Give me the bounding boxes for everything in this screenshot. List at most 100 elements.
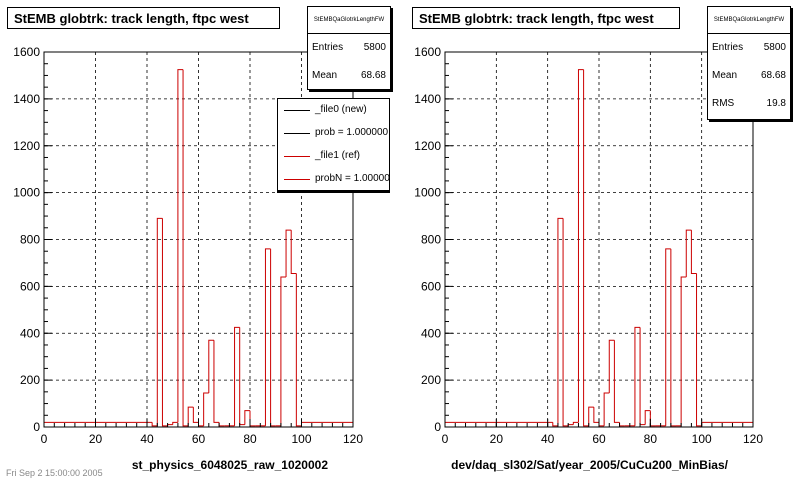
legend-swatch	[284, 133, 310, 134]
x-axis-title: st_physics_6048025_raw_1020002	[132, 458, 328, 472]
right-stats-rms-row: RMS 19.8	[708, 90, 790, 118]
histogram-bin	[280, 276, 287, 426]
x-tick-label: 80	[644, 432, 658, 446]
histogram-bin	[161, 218, 168, 427]
y-tick-label: 1000	[414, 186, 441, 200]
histogram-bin	[696, 273, 702, 427]
histogram-bin	[572, 421, 579, 425]
left-stats-name: StEMBQaGlotrkLengthFW	[308, 7, 390, 34]
y-tick-label: 1400	[13, 92, 40, 106]
left-chart-title-text: StEMB globtrk: track length, ftpc west	[14, 11, 249, 26]
x-tick-label: 60	[592, 432, 606, 446]
histogram-bin	[577, 69, 584, 423]
x-tick-label: 0	[41, 432, 48, 446]
y-tick-label: 1600	[414, 45, 441, 59]
histogram-bin	[567, 424, 574, 426]
histogram-bin	[264, 248, 271, 426]
histogram-bin	[172, 421, 178, 425]
x-tick-label: 120	[343, 432, 363, 446]
legend-entry: _file0 (new)	[278, 99, 389, 122]
histogram-bin	[608, 339, 615, 394]
legend-label: prob = 1.000000	[315, 127, 389, 138]
y-tick-label: 1400	[414, 92, 441, 106]
histogram-bin	[218, 422, 225, 427]
histogram-bin	[208, 339, 214, 394]
right-chart-title-text: StEMB globtrk: track length, ftpc west	[419, 11, 654, 26]
left-stats-mean: 68.68	[360, 70, 386, 81]
histogram-bin	[249, 410, 256, 427]
histogram-bin	[177, 69, 184, 423]
right-stats-entries-row: Entries 5800	[708, 34, 790, 62]
histogram-bin	[244, 410, 250, 425]
histogram-bin	[588, 406, 594, 426]
footer-timestamp: Fri Sep 2 15:00:00 2005	[6, 468, 103, 478]
histogram-bin	[665, 248, 671, 426]
y-tick-label: 1600	[13, 45, 40, 59]
x-tick-label: 20	[89, 432, 103, 446]
legend-swatch	[284, 156, 310, 157]
histogram-bin	[270, 248, 276, 427]
histogram-bin	[613, 340, 620, 423]
histogram-bin	[182, 69, 189, 427]
histogram-bin	[295, 273, 302, 427]
x-tick-label: 120	[743, 432, 763, 446]
histogram-bin	[213, 340, 220, 423]
histogram-bin	[239, 327, 245, 426]
legend-entry: _file1 (ref)	[278, 145, 389, 168]
y-tick-label: 200	[421, 373, 441, 387]
histogram-bin	[198, 422, 204, 427]
legend-entry: probN = 1.000000	[278, 168, 390, 190]
histogram-bin	[285, 229, 292, 277]
y-tick-label: 800	[421, 233, 441, 247]
left-histogram-pad: 0 20 40 60 80 100 120 0 200 400 600 800 1000 1200 1400…	[7, 6, 391, 472]
right-stats-entries: 5800	[763, 42, 786, 53]
y-tick-label: 600	[20, 279, 40, 293]
left-chart-title: StEMB globtrk: track length, ftpc west	[7, 7, 280, 29]
legend-entry: prob = 1.000000	[278, 122, 389, 145]
histogram-bin	[634, 326, 641, 426]
histogram-bin	[167, 424, 173, 426]
legend-swatch	[284, 179, 310, 180]
histogram-bin	[151, 422, 158, 427]
histogram-bin	[649, 410, 656, 427]
histogram-bin	[680, 276, 687, 426]
y-tick-label: 400	[421, 326, 441, 340]
right-stats-mean-row: Mean 68.68	[708, 62, 790, 90]
histogram-bin	[690, 230, 697, 274]
x-tick-label: 40	[140, 432, 154, 446]
y-tick-label: 200	[20, 373, 40, 387]
y-tick-label: 0	[33, 420, 40, 434]
x-tick-label: 100	[291, 432, 311, 446]
x-axis-title: dev/daq_sl302/Sat/year_2005/CuCu200_MinB…	[451, 458, 728, 472]
left-stats-mean-row: Mean 68.68	[307, 62, 391, 90]
histogram-bin	[583, 69, 589, 427]
right-stats-rms: 19.8	[766, 98, 786, 109]
y-tick-label: 1000	[13, 186, 40, 200]
right-stats-mean: 68.68	[760, 70, 786, 81]
histogram-bin	[156, 217, 163, 426]
legend-label: probN = 1.000000	[315, 173, 390, 184]
right-histogram-pad: 0 20 40 60 80 100 120 0 200 400 600 800 1000 1200 1400…	[400, 0, 800, 480]
x-tick-label: 60	[192, 432, 206, 446]
histogram-bin	[290, 230, 297, 274]
histogram-bin	[598, 422, 605, 427]
left-stats-entries: 5800	[363, 42, 386, 53]
right-stats-name: StEMBQaGlotrkLengthFW	[708, 7, 790, 34]
right-histogram-plot: 0 20 40 60 80 100 1200200400600800100012001400…	[414, 45, 763, 472]
y-tick-label: 600	[421, 279, 441, 293]
y-tick-label: 1200	[13, 139, 40, 153]
histogram-bin	[562, 218, 569, 427]
histogram-bin	[639, 327, 646, 426]
x-tick-label: 0	[442, 432, 449, 446]
left-stats-entries-row: Entries 5800	[308, 34, 390, 62]
legend-label: _file1 (ref)	[315, 150, 361, 161]
histogram-bin	[619, 422, 625, 427]
histogram-bin	[187, 406, 194, 426]
histogram-bin	[234, 326, 240, 426]
right-stats-box: StEMBQaGlotrkLengthFW Entries 5800 Mean 68…	[707, 6, 791, 120]
y-tick-label: 800	[20, 233, 40, 247]
histogram-bin	[685, 229, 692, 277]
left-legend: _file0 (new) prob = 1.000000 _file1 (ref…	[277, 98, 390, 193]
histogram-bin	[192, 407, 199, 423]
legend-label: _file0 (new)	[315, 104, 367, 115]
